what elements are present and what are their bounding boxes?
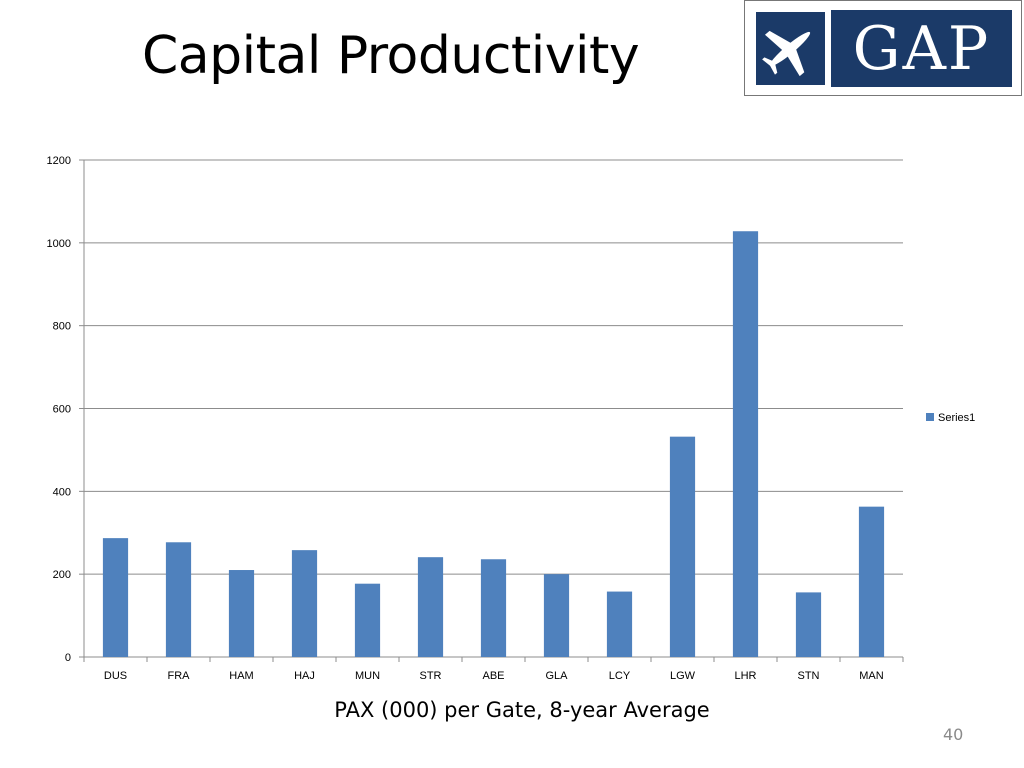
bar-fra bbox=[165, 542, 192, 657]
bar-lgw bbox=[669, 436, 696, 657]
x-tick-label: STN bbox=[798, 670, 820, 682]
x-tick-label: HAM bbox=[229, 670, 253, 682]
x-tick-label: LCY bbox=[609, 670, 631, 682]
y-tick-label: 0 bbox=[65, 652, 71, 664]
y-tick-label: 400 bbox=[53, 486, 71, 498]
y-tick-label: 800 bbox=[53, 321, 71, 333]
x-tick-label: HAJ bbox=[294, 670, 315, 682]
y-tick-label: 1200 bbox=[47, 155, 71, 167]
bar-mun bbox=[354, 583, 381, 657]
chart-caption: PAX (000) per Gate, 8-year Average bbox=[334, 698, 710, 722]
y-tick-label: 600 bbox=[53, 404, 71, 416]
slide-title: Capital Productivity bbox=[142, 26, 640, 86]
x-tick-label: DUS bbox=[104, 670, 127, 682]
y-tick-label: 200 bbox=[53, 569, 71, 581]
bar-gla bbox=[543, 574, 570, 657]
legend-label: Series1 bbox=[938, 412, 975, 424]
airplane-icon bbox=[754, 10, 827, 87]
legend-swatch bbox=[926, 413, 934, 421]
x-tick-label: MAN bbox=[859, 670, 884, 682]
bar-lcy bbox=[606, 591, 633, 657]
gap-logo: GAP bbox=[744, 0, 1022, 96]
x-tick-label: ABE bbox=[482, 670, 504, 682]
bar-man bbox=[858, 506, 885, 657]
bar-str bbox=[417, 557, 444, 657]
bar-stn bbox=[795, 592, 822, 657]
x-tick-label: MUN bbox=[355, 670, 380, 682]
x-tick-label: LGW bbox=[670, 670, 696, 682]
bar-dus bbox=[102, 538, 129, 657]
bar-abe bbox=[480, 559, 507, 657]
x-tick-label: FRA bbox=[168, 670, 191, 682]
bar-ham bbox=[228, 570, 255, 657]
logo-text: GAP bbox=[831, 10, 1012, 87]
x-tick-label: GLA bbox=[545, 670, 568, 682]
bar-haj bbox=[291, 550, 318, 657]
y-tick-label: 1000 bbox=[47, 238, 71, 250]
x-tick-label: STR bbox=[420, 670, 442, 682]
slide-number: 40 bbox=[943, 725, 964, 744]
bar-lhr bbox=[732, 231, 759, 657]
bar-chart: 0 200 400 600 800 1000 1200 DUS FRA HAM HAJ MUN STR A… bbox=[47, 155, 976, 682]
x-tick-label: LHR bbox=[734, 670, 756, 682]
